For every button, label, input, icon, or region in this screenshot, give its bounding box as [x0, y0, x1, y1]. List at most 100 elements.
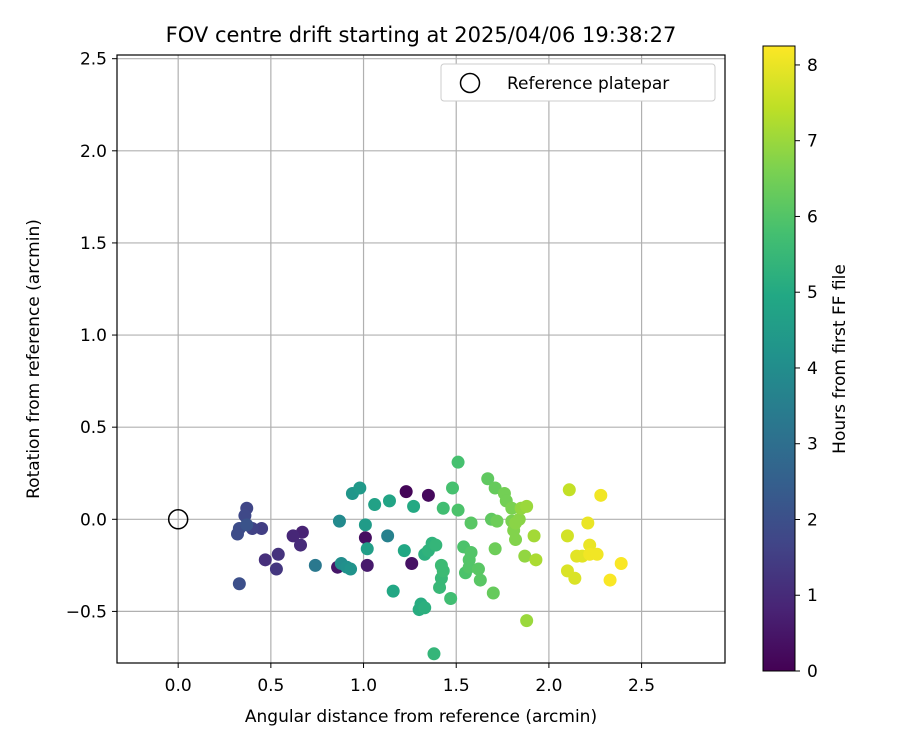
- chart-title: FOV centre drift starting at 2025/04/06 …: [166, 23, 677, 47]
- data-point: [240, 518, 254, 532]
- y-axis-label: Rotation from reference (arcmin): [24, 219, 44, 499]
- data-point: [471, 562, 485, 576]
- data-point: [590, 547, 604, 561]
- data-point: [505, 501, 519, 515]
- colorbar-tick-label: 2: [807, 510, 818, 530]
- data-point: [434, 558, 448, 572]
- data-point: [451, 455, 465, 469]
- x-tick-label: 2.5: [628, 676, 655, 696]
- data-point: [421, 488, 435, 502]
- data-point: [358, 518, 372, 532]
- colorbar-tick-label: 4: [807, 359, 818, 379]
- data-point: [464, 516, 478, 530]
- data-point: [529, 553, 543, 567]
- x-tick-label: 0.5: [257, 676, 284, 696]
- data-point: [562, 483, 576, 497]
- y-tick-label: 0.5: [80, 418, 107, 438]
- x-axis-label: Angular distance from reference (arcmin): [245, 707, 597, 727]
- colorbar: 0 1 2 3 4 5 6 7 8 Hours from first FF file: [762, 45, 850, 682]
- y-tick-label: 1.5: [80, 234, 107, 254]
- legend-label: Reference platepar: [507, 74, 669, 94]
- data-point: [308, 558, 322, 572]
- data-point: [332, 514, 346, 528]
- data-point: [446, 481, 460, 495]
- data-point: [518, 549, 532, 563]
- data-point: [481, 472, 495, 486]
- data-point: [397, 544, 411, 558]
- data-point: [568, 571, 582, 585]
- data-point: [344, 562, 358, 576]
- colorbar-ticks: 0 1 2 3 4 5 6 7 8: [795, 56, 818, 682]
- colorbar-tick-label: 8: [807, 56, 818, 76]
- data-point: [594, 488, 608, 502]
- data-point: [429, 538, 443, 552]
- data-point: [255, 522, 269, 536]
- x-tick-label: 0.0: [165, 676, 192, 696]
- data-point: [520, 614, 534, 628]
- data-points: [167, 455, 628, 661]
- colorbar-tick-label: 3: [807, 435, 818, 455]
- data-point: [509, 533, 523, 547]
- y-tick-label: −0.5: [66, 602, 107, 622]
- colorbar-tick-label: 7: [807, 132, 818, 152]
- data-point: [405, 557, 419, 571]
- grid-lines: [117, 55, 725, 663]
- colorbar-tick-label: 0: [807, 662, 818, 682]
- colorbar-gradient: [762, 45, 796, 672]
- x-tick-label: 1.0: [350, 676, 377, 696]
- y-tick-label: 1.0: [80, 326, 107, 346]
- data-point: [444, 592, 458, 606]
- data-point: [473, 573, 487, 587]
- data-point: [353, 481, 367, 495]
- colorbar-tick-label: 1: [807, 586, 818, 606]
- colorbar-label: Hours from first FF file: [830, 264, 850, 454]
- data-point: [258, 553, 272, 567]
- y-axis-ticks: −0.5 0.0 0.5 1.0 1.5 2.0 2.5: [66, 50, 117, 622]
- data-point: [360, 558, 374, 572]
- data-point: [488, 542, 502, 556]
- data-point: [360, 542, 374, 556]
- data-point: [427, 647, 441, 661]
- data-point: [527, 529, 541, 543]
- data-point: [486, 586, 500, 600]
- data-point: [286, 529, 300, 543]
- data-point: [418, 601, 432, 615]
- y-tick-label: 2.0: [80, 142, 107, 162]
- y-tick-label: 0.0: [80, 510, 107, 530]
- reference-platepar-marker: [167, 509, 189, 530]
- data-point: [386, 584, 400, 598]
- data-point: [407, 499, 421, 513]
- data-point: [381, 529, 395, 543]
- data-point: [451, 503, 465, 517]
- legend-box: [440, 63, 716, 102]
- data-point: [269, 562, 283, 576]
- data-point: [512, 512, 526, 526]
- reference-marker-icon: [459, 72, 481, 94]
- data-point: [382, 494, 396, 508]
- x-tick-label: 1.5: [443, 676, 470, 696]
- plot-area: [117, 55, 725, 663]
- colorbar-tick-label: 5: [807, 283, 818, 303]
- data-point: [399, 485, 413, 499]
- data-point: [358, 531, 372, 545]
- data-point: [614, 557, 628, 571]
- data-point: [581, 516, 595, 530]
- data-point: [232, 577, 246, 591]
- data-point: [271, 547, 285, 561]
- colorbar-tick-label: 6: [807, 207, 818, 227]
- data-point: [603, 573, 617, 587]
- data-point: [294, 538, 308, 552]
- data-point: [490, 514, 504, 528]
- y-tick-label: 2.5: [80, 50, 107, 70]
- data-point: [583, 538, 597, 552]
- data-point: [464, 545, 478, 559]
- x-tick-label: 2.0: [535, 676, 562, 696]
- plot-frame: [116, 54, 726, 664]
- x-axis-ticks: 0.0 0.5 1.0 1.5 2.0 2.5: [165, 663, 655, 696]
- data-point: [560, 529, 574, 543]
- data-point: [436, 501, 450, 515]
- legend: Reference platepar: [440, 63, 716, 102]
- data-point: [520, 499, 534, 513]
- data-point: [368, 498, 382, 512]
